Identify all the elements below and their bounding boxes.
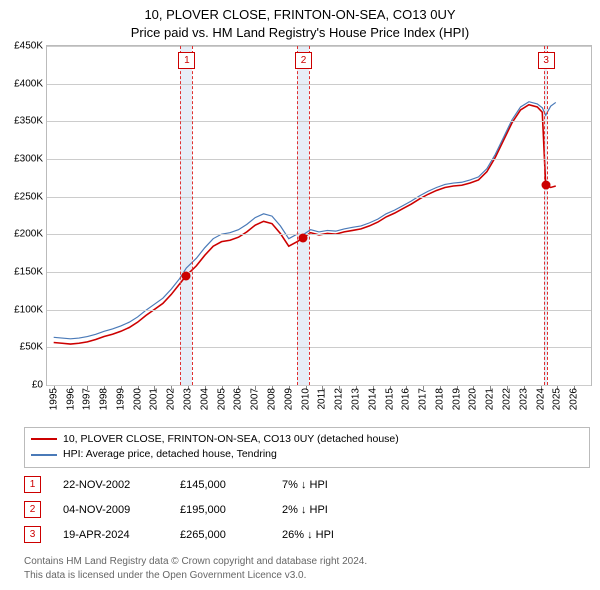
- x-axis-labels: 1995 1996 1997 1998 1999 2000 2001 2002 2003 2004…: [47, 386, 591, 425]
- x-axis-label: 2013: [350, 388, 361, 410]
- series-hpi: [54, 102, 556, 339]
- sale-row: 1 22-NOV-2002 £145,000 7% ↓ HPI: [24, 476, 590, 493]
- y-axis-label: £450K: [14, 41, 43, 52]
- y-axis-label: £100K: [14, 304, 43, 315]
- x-axis-label: 2011: [317, 388, 328, 410]
- legend-swatch: [31, 438, 57, 440]
- x-axis-label: 2015: [384, 388, 395, 410]
- title-block: 10, PLOVER CLOSE, FRINTON-ON-SEA, CO13 0…: [0, 0, 600, 43]
- sale-index-box: 3: [24, 526, 41, 543]
- sale-marker-box: 2: [295, 52, 312, 69]
- x-axis-label: 2017: [418, 388, 429, 410]
- x-axis-label: 1998: [99, 388, 110, 410]
- x-axis-label: 2012: [334, 388, 345, 410]
- x-axis-label: 2009: [283, 388, 294, 410]
- sale-price: £145,000: [180, 479, 260, 491]
- x-axis-label: 2018: [434, 388, 445, 410]
- y-axis-label: £50K: [20, 342, 43, 353]
- sale-dot: [299, 234, 308, 243]
- x-axis-label: 2023: [518, 388, 529, 410]
- x-axis-label: 2003: [183, 388, 194, 410]
- sale-row: 3 19-APR-2024 £265,000 26% ↓ HPI: [24, 526, 590, 543]
- x-axis-label: 2025: [552, 388, 563, 410]
- sale-index-box: 2: [24, 501, 41, 518]
- legend-row: 10, PLOVER CLOSE, FRINTON-ON-SEA, CO13 0…: [31, 432, 583, 448]
- x-axis-label: 2022: [502, 388, 513, 410]
- x-axis-label: 1999: [115, 388, 126, 410]
- sale-price: £195,000: [180, 504, 260, 516]
- legend-row: HPI: Average price, detached house, Tend…: [31, 447, 583, 463]
- x-axis-label: 1995: [48, 388, 59, 410]
- legend-label: HPI: Average price, detached house, Tend…: [63, 447, 277, 463]
- x-axis-label: 2000: [132, 388, 143, 410]
- x-axis-label: 2014: [367, 388, 378, 410]
- footer-line: Contains HM Land Registry data © Crown c…: [24, 555, 590, 569]
- footer: Contains HM Land Registry data © Crown c…: [24, 555, 590, 582]
- y-axis-label: £0: [32, 379, 43, 390]
- footer-line: This data is licensed under the Open Gov…: [24, 569, 590, 583]
- sale-diff: 7% ↓ HPI: [282, 479, 328, 491]
- y-axis-label: £250K: [14, 191, 43, 202]
- x-axis-label: 2004: [199, 388, 210, 410]
- sale-diff: 26% ↓ HPI: [282, 529, 334, 541]
- x-axis-label: 2007: [250, 388, 261, 410]
- x-axis-label: 2026: [569, 388, 580, 410]
- sale-dot: [541, 181, 550, 190]
- sale-dot: [182, 271, 191, 280]
- sale-date: 04-NOV-2009: [63, 504, 158, 516]
- x-axis-label: 2008: [266, 388, 277, 410]
- y-axis-label: £350K: [14, 116, 43, 127]
- sale-date: 19-APR-2024: [63, 529, 158, 541]
- plot-area: £0£50K£100K£150K£200K£250K£300K£350K£400…: [46, 45, 592, 386]
- legend-swatch: [31, 454, 57, 456]
- y-axis-label: £200K: [14, 229, 43, 240]
- x-axis-label: 2005: [216, 388, 227, 410]
- sale-marker-box: 3: [538, 52, 555, 69]
- title-line-2: Price paid vs. HM Land Registry's House …: [0, 24, 600, 42]
- sale-marker-box: 1: [178, 52, 195, 69]
- sale-index-box: 1: [24, 476, 41, 493]
- title-line-1: 10, PLOVER CLOSE, FRINTON-ON-SEA, CO13 0…: [0, 6, 600, 24]
- x-axis-label: 2021: [485, 388, 496, 410]
- x-axis-label: 1996: [65, 388, 76, 410]
- line-layer: [47, 46, 591, 385]
- y-axis-label: £150K: [14, 266, 43, 277]
- x-axis-label: 2016: [401, 388, 412, 410]
- x-axis-label: 2019: [451, 388, 462, 410]
- y-axis-label: £300K: [14, 153, 43, 164]
- sale-diff: 2% ↓ HPI: [282, 504, 328, 516]
- x-axis-label: 2002: [166, 388, 177, 410]
- x-axis-label: 2024: [535, 388, 546, 410]
- x-axis-label: 1997: [82, 388, 93, 410]
- series-price_paid: [54, 105, 556, 344]
- x-axis-label: 2006: [233, 388, 244, 410]
- x-axis-label: 2020: [468, 388, 479, 410]
- x-axis-label: 2001: [149, 388, 160, 410]
- sales-list: 1 22-NOV-2002 £145,000 7% ↓ HPI 2 04-NOV…: [24, 476, 590, 551]
- sale-date: 22-NOV-2002: [63, 479, 158, 491]
- chart-container: 10, PLOVER CLOSE, FRINTON-ON-SEA, CO13 0…: [0, 0, 600, 590]
- y-axis-label: £400K: [14, 78, 43, 89]
- sale-row: 2 04-NOV-2009 £195,000 2% ↓ HPI: [24, 501, 590, 518]
- legend-label: 10, PLOVER CLOSE, FRINTON-ON-SEA, CO13 0…: [63, 432, 399, 448]
- x-axis-label: 2010: [300, 388, 311, 410]
- sale-price: £265,000: [180, 529, 260, 541]
- legend: 10, PLOVER CLOSE, FRINTON-ON-SEA, CO13 0…: [24, 427, 590, 469]
